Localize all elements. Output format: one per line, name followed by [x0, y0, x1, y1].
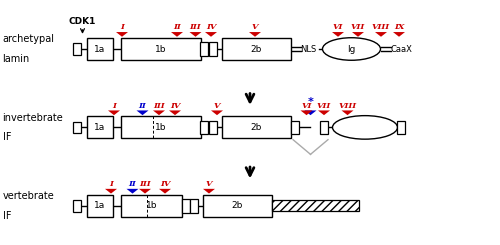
Polygon shape	[190, 32, 202, 37]
Polygon shape	[211, 110, 223, 115]
Text: vertebrate: vertebrate	[2, 191, 54, 201]
Bar	[208, 42, 216, 56]
Bar	[272, 200, 359, 211]
Text: VII: VII	[351, 23, 365, 31]
Ellipse shape	[332, 116, 398, 139]
Text: 2b: 2b	[250, 45, 262, 53]
Bar	[190, 199, 198, 212]
Bar	[398, 121, 406, 134]
Bar	[200, 42, 208, 56]
Text: V: V	[252, 23, 258, 31]
Text: NLS: NLS	[300, 45, 317, 53]
Text: I: I	[112, 102, 116, 110]
Text: 2b: 2b	[250, 123, 262, 132]
Text: II: II	[138, 102, 146, 110]
Text: 1a: 1a	[94, 45, 105, 53]
Text: II: II	[173, 23, 181, 31]
Bar	[72, 200, 80, 211]
Polygon shape	[108, 110, 120, 115]
Text: CDK1: CDK1	[69, 17, 96, 26]
Text: IX: IX	[394, 23, 404, 31]
Polygon shape	[332, 32, 344, 37]
Polygon shape	[300, 110, 312, 115]
Polygon shape	[375, 32, 387, 37]
Text: lamin: lamin	[2, 54, 30, 64]
Text: VI: VI	[333, 23, 343, 31]
Polygon shape	[171, 32, 183, 37]
Bar	[86, 38, 113, 60]
Ellipse shape	[322, 38, 380, 60]
Polygon shape	[126, 189, 138, 194]
Polygon shape	[116, 32, 128, 37]
Text: IF: IF	[2, 132, 11, 142]
Text: 1b: 1b	[155, 123, 166, 132]
Polygon shape	[139, 189, 151, 194]
Text: I: I	[120, 23, 124, 31]
Text: VIII: VIII	[372, 23, 390, 31]
Text: Ig: Ig	[348, 45, 356, 53]
Bar	[200, 121, 208, 134]
Polygon shape	[153, 110, 165, 115]
Bar	[122, 116, 200, 138]
Text: V: V	[206, 180, 212, 188]
Bar	[72, 43, 80, 55]
Text: 1a: 1a	[94, 201, 105, 210]
Bar	[208, 121, 216, 134]
Polygon shape	[304, 110, 316, 115]
Text: 1b: 1b	[155, 45, 166, 53]
Text: III: III	[190, 23, 202, 31]
Polygon shape	[393, 32, 405, 37]
Bar	[72, 122, 80, 133]
Text: 1b: 1b	[146, 201, 157, 210]
Polygon shape	[318, 110, 330, 115]
Text: 1a: 1a	[94, 123, 105, 132]
Bar	[182, 199, 190, 212]
Text: I: I	[109, 180, 113, 188]
Bar	[202, 195, 272, 217]
Text: III: III	[153, 102, 165, 110]
Text: VIII: VIII	[338, 102, 356, 110]
Polygon shape	[205, 32, 217, 37]
Bar	[86, 195, 113, 217]
Bar	[290, 121, 298, 134]
Polygon shape	[342, 110, 353, 115]
Bar	[320, 121, 328, 134]
Bar	[222, 38, 290, 60]
Bar	[222, 116, 290, 138]
Text: III: III	[139, 180, 151, 188]
Polygon shape	[136, 110, 148, 115]
Text: IV: IV	[206, 23, 216, 31]
Text: 2b: 2b	[232, 201, 242, 210]
Polygon shape	[203, 189, 215, 194]
Text: IF: IF	[2, 211, 11, 220]
Polygon shape	[169, 110, 181, 115]
Polygon shape	[159, 189, 171, 194]
Text: CaaX: CaaX	[390, 45, 412, 53]
Text: V: V	[214, 102, 220, 110]
Text: invertebrate: invertebrate	[2, 113, 63, 122]
Bar	[122, 195, 182, 217]
Text: VI: VI	[302, 102, 312, 110]
Polygon shape	[352, 32, 364, 37]
Text: VII: VII	[317, 102, 331, 110]
Text: IV: IV	[170, 102, 180, 110]
Text: IV: IV	[160, 180, 170, 188]
Polygon shape	[249, 32, 261, 37]
Bar	[122, 38, 200, 60]
Bar	[86, 116, 113, 138]
Text: II: II	[128, 180, 136, 188]
Text: archetypal: archetypal	[2, 34, 54, 44]
Polygon shape	[105, 189, 117, 194]
Text: *: *	[308, 97, 314, 107]
